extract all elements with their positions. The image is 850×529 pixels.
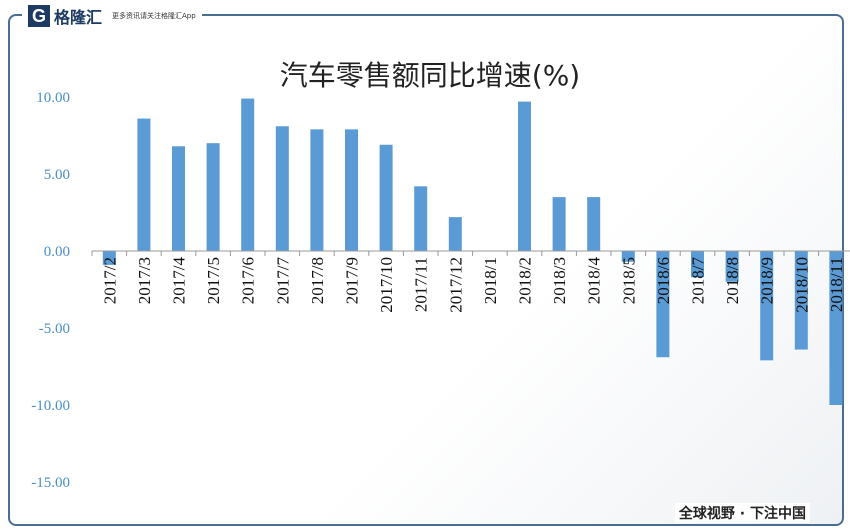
- x-tick-label: 2018/11: [827, 257, 846, 312]
- bar-2017/2: [102, 251, 116, 265]
- bar-2017/8: [310, 129, 324, 251]
- bar-2018/3: [552, 197, 566, 251]
- bar-2018/2: [518, 101, 531, 252]
- x-tick-label: 2018/3: [550, 257, 569, 304]
- bar-2018/4: [587, 197, 601, 251]
- bar-2017/4: [172, 146, 185, 251]
- y-tick-label: 10.00: [36, 90, 70, 106]
- x-tick-label: 2017/9: [343, 257, 362, 304]
- y-tick-label: -15.00: [31, 475, 70, 491]
- x-tick-label: 2017/5: [204, 257, 223, 304]
- y-tick-label: -10.00: [31, 398, 70, 414]
- bar-2017/7: [275, 126, 289, 251]
- bar-2017/5: [206, 143, 220, 251]
- bar-2017/10: [379, 144, 393, 251]
- x-tick-label: 2017/11: [412, 257, 431, 312]
- bar-2018/6: [656, 251, 670, 358]
- x-tick-label: 2017/4: [170, 257, 189, 305]
- x-tick-label: 2018/10: [792, 257, 811, 313]
- slogan: 更多资讯请关注格隆汇App: [112, 12, 196, 20]
- x-tick-label: 2017/10: [377, 257, 396, 313]
- x-tick-label: 2017/2: [100, 257, 119, 304]
- bar-2017/3: [137, 118, 151, 251]
- bar-2018/5: [621, 251, 635, 262]
- brand-logo: G 格隆汇 更多资讯请关注格隆汇App: [22, 4, 202, 28]
- x-tick-label: 2018/6: [654, 257, 673, 304]
- bar-2017/11: [414, 186, 428, 251]
- y-tick-label: 5.00: [44, 167, 70, 183]
- logo-g-icon: G: [28, 5, 50, 27]
- chart-frame: [8, 14, 844, 526]
- x-tick-label: 2017/8: [308, 257, 327, 304]
- y-tick-label: -5.00: [39, 321, 70, 337]
- x-tick-label: 2018/4: [585, 257, 604, 305]
- chart-title: 汽车零售额同比增速(%): [280, 59, 580, 92]
- bar-2018/9: [760, 251, 774, 361]
- x-tick-label: 2017/7: [273, 257, 292, 305]
- x-tick-label: 2018/1: [481, 257, 500, 304]
- x-tick-label: 2018/9: [758, 257, 777, 304]
- x-tick-label: 2017/3: [135, 257, 154, 304]
- x-tick-label: 2018/8: [723, 257, 742, 304]
- bar-2018/11: [829, 251, 843, 405]
- bar-2018/10: [794, 251, 808, 350]
- footer-slogan: 全球视野 · 下注中国: [674, 503, 810, 523]
- bar-2017/6: [241, 98, 255, 251]
- x-tick-label: 2018/7: [689, 257, 708, 305]
- logo-text: 格隆汇: [54, 8, 103, 27]
- bar-2018/7: [691, 251, 704, 278]
- bar-2017/12: [448, 217, 462, 251]
- bar-2017/9: [345, 129, 358, 251]
- x-tick-label: 2018/5: [619, 257, 638, 304]
- bar-2018/8: [725, 251, 739, 282]
- x-tick-label: 2018/2: [516, 257, 535, 304]
- y-tick-label: 0.00: [44, 244, 70, 260]
- x-tick-label: 2017/12: [446, 257, 465, 313]
- x-tick-label: 2017/6: [239, 257, 258, 304]
